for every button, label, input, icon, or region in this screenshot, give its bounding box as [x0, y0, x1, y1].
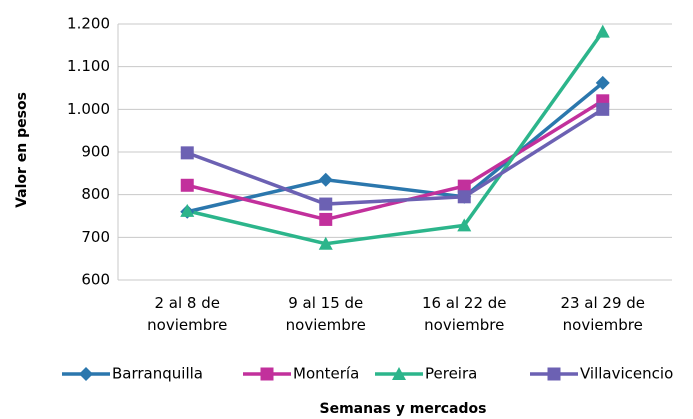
y-tick-label: 1.200 [67, 15, 110, 33]
marker [318, 172, 333, 187]
legend-label: Montería [293, 365, 359, 383]
marker [180, 178, 194, 192]
x-tick-label: 2 al 8 de noviembre [147, 294, 228, 334]
marker [457, 190, 471, 204]
marker [318, 236, 333, 250]
marker [457, 179, 471, 193]
x-tick-label: 9 al 15 de noviembre [285, 294, 366, 334]
x-tick-label: 16 al 22 de noviembre [421, 294, 507, 334]
legend-marker [79, 367, 93, 381]
legend-marker [547, 367, 561, 381]
y-tick-label: 900 [81, 143, 110, 161]
marker [319, 197, 333, 211]
legend-label: Barranquilla [112, 365, 203, 383]
legend-marker [260, 367, 274, 381]
marker [596, 102, 610, 116]
legend-marker [392, 367, 406, 380]
y-tick-label: 700 [81, 228, 110, 246]
x-axis-label: Semanas y mercados [320, 401, 487, 417]
y-tick-label: 1.100 [67, 57, 110, 75]
legend-label: Villavicencio [580, 365, 673, 383]
line [186, 30, 605, 246]
marker [180, 203, 195, 217]
line [186, 81, 604, 214]
line [186, 107, 604, 206]
y-axis-label: Valor en pesos [14, 92, 30, 208]
legend-label: Pereira [425, 365, 477, 383]
y-tick-label: 1.000 [67, 100, 110, 118]
x-tick-label: 23 al 29 de noviembre [560, 294, 646, 334]
marker [457, 218, 472, 232]
marker [595, 75, 610, 90]
y-tick-label: 800 [81, 185, 110, 203]
marker [180, 146, 194, 160]
y-tick-label: 600 [81, 271, 110, 289]
line [186, 99, 604, 222]
marker [595, 24, 610, 38]
marker [319, 212, 333, 226]
